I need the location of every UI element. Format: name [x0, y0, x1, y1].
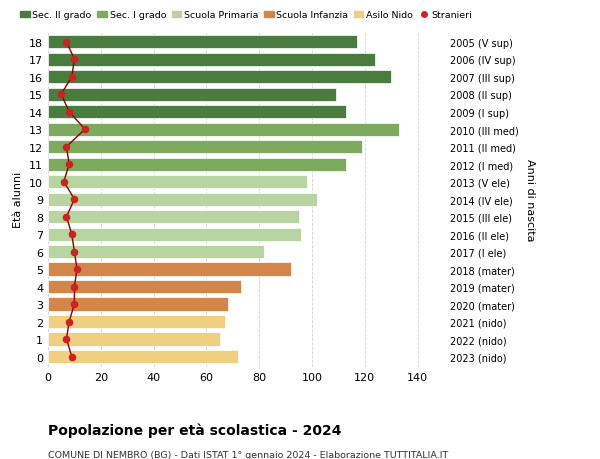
Point — [70, 301, 79, 308]
Bar — [48, 298, 227, 311]
Bar — [48, 71, 391, 84]
Point — [70, 248, 79, 256]
Bar — [48, 123, 399, 136]
Point — [67, 231, 77, 238]
Point — [62, 213, 71, 221]
Bar — [48, 280, 241, 293]
Y-axis label: Anni di nascita: Anni di nascita — [525, 158, 535, 241]
Bar — [48, 176, 307, 189]
Bar — [48, 89, 336, 101]
Point — [56, 91, 66, 99]
Bar — [48, 246, 265, 258]
Point — [64, 318, 74, 325]
Point — [59, 179, 68, 186]
Point — [72, 266, 82, 273]
Point — [70, 56, 79, 64]
Bar — [48, 106, 346, 119]
Y-axis label: Età alunni: Età alunni — [13, 172, 23, 228]
Point — [62, 336, 71, 343]
Legend: Sec. II grado, Sec. I grado, Scuola Primaria, Scuola Infanzia, Asilo Nido, Stran: Sec. II grado, Sec. I grado, Scuola Prim… — [16, 7, 476, 24]
Point — [67, 353, 77, 360]
Point — [67, 74, 77, 81]
Bar — [48, 350, 238, 363]
Bar — [48, 36, 357, 49]
Point — [62, 39, 71, 46]
Text: COMUNE DI NEMBRO (BG) - Dati ISTAT 1° gennaio 2024 - Elaborazione TUTTITALIA.IT: COMUNE DI NEMBRO (BG) - Dati ISTAT 1° ge… — [48, 450, 448, 459]
Point — [64, 109, 74, 116]
Point — [64, 161, 74, 168]
Bar — [48, 158, 346, 171]
Point — [62, 144, 71, 151]
Bar — [48, 228, 301, 241]
Bar — [48, 315, 225, 328]
Point — [70, 196, 79, 203]
Bar — [48, 263, 291, 276]
Bar — [48, 54, 376, 67]
Text: Popolazione per età scolastica - 2024: Popolazione per età scolastica - 2024 — [48, 422, 341, 437]
Bar — [48, 211, 299, 224]
Bar — [48, 333, 220, 346]
Point — [70, 283, 79, 291]
Bar — [48, 193, 317, 206]
Bar — [48, 141, 362, 154]
Point — [80, 126, 90, 134]
